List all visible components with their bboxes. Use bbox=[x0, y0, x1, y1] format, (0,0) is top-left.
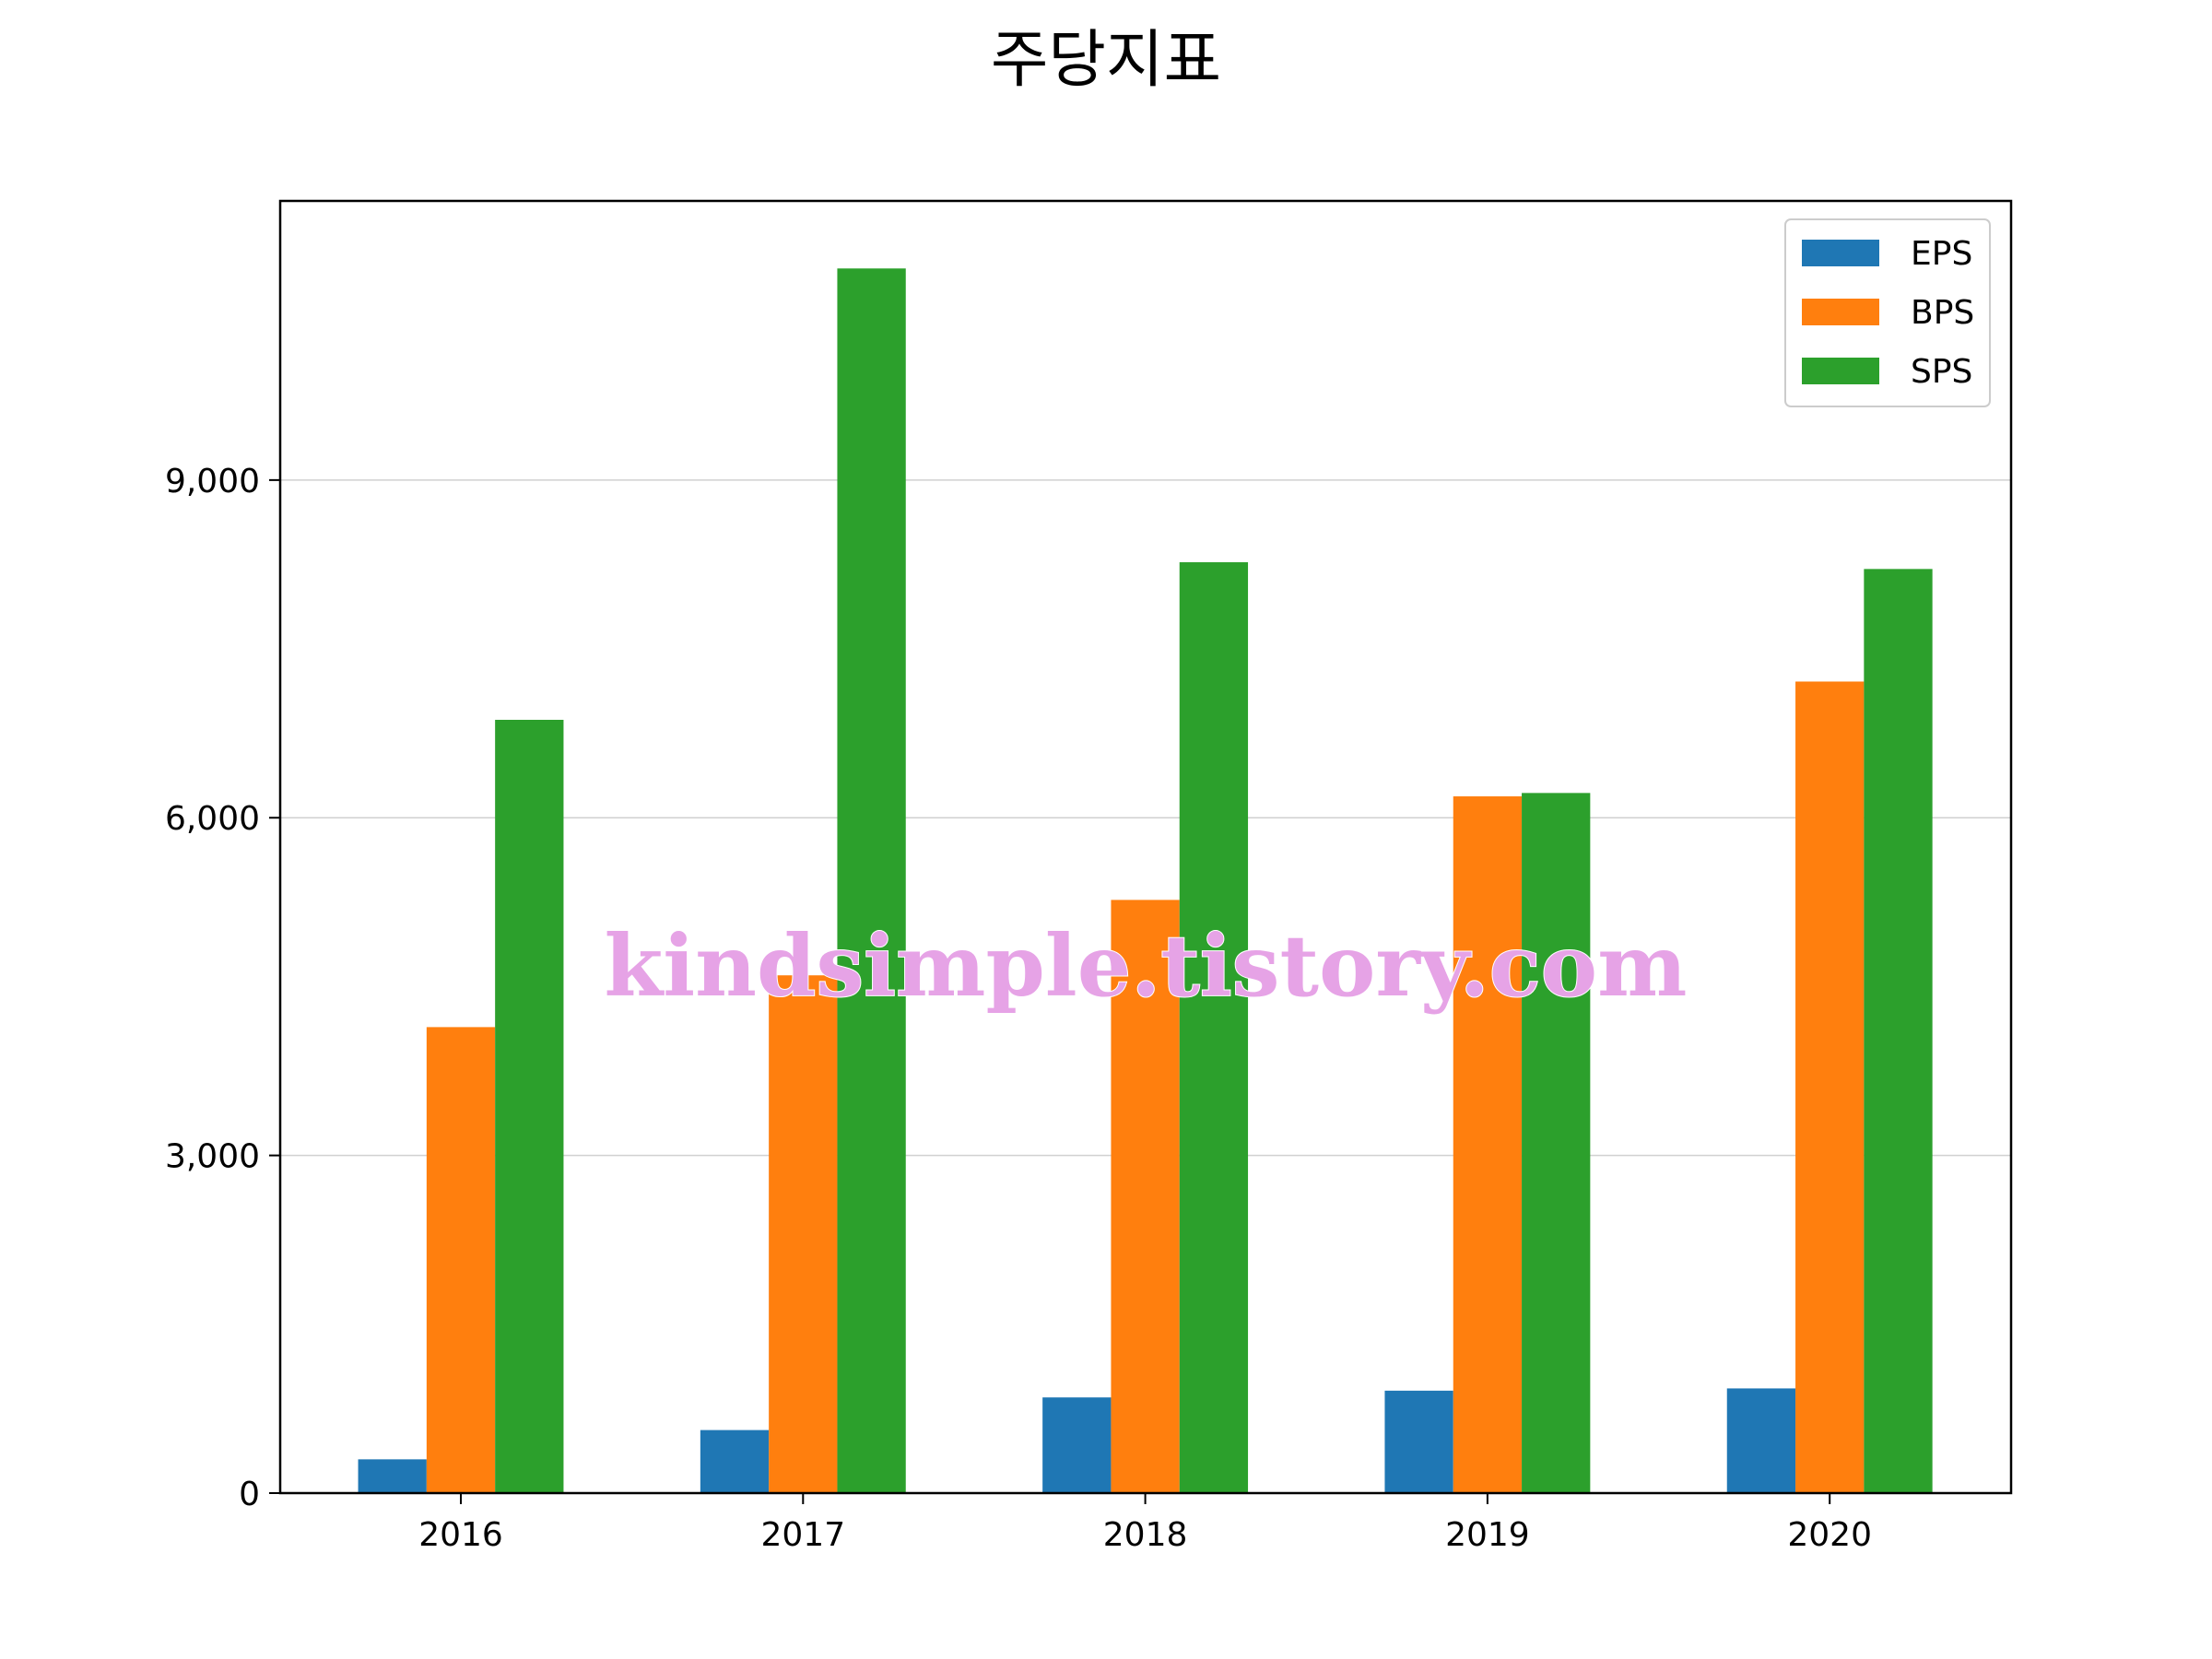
bar-eps-2018 bbox=[1042, 1397, 1112, 1493]
bar-eps-2017 bbox=[700, 1430, 770, 1493]
bars bbox=[358, 268, 1933, 1493]
x-tick-label-2019: 2019 bbox=[1445, 1516, 1530, 1554]
bar-bps-2016 bbox=[426, 1027, 496, 1493]
bar-bps-2018 bbox=[1111, 900, 1180, 1493]
x-tick-label-2017: 2017 bbox=[760, 1516, 845, 1554]
bar-sps-2018 bbox=[1179, 562, 1249, 1493]
y-tick-label-1: 3,000 bbox=[165, 1138, 260, 1176]
x-tick-label-2016: 2016 bbox=[418, 1516, 503, 1554]
bar-sps-2019 bbox=[1522, 793, 1591, 1493]
bar-eps-2016 bbox=[358, 1459, 427, 1493]
legend-label-sps: SPS bbox=[1911, 353, 1972, 391]
bar-sps-2017 bbox=[837, 268, 906, 1493]
x-tick-label-2020: 2020 bbox=[1787, 1516, 1872, 1554]
legend-swatch-bps bbox=[1802, 299, 1879, 325]
legend-swatch-sps bbox=[1802, 358, 1879, 384]
bar-sps-2020 bbox=[1864, 569, 1933, 1493]
y-tick-label-3: 9,000 bbox=[165, 463, 260, 500]
legend: EPS BPS SPS bbox=[1784, 218, 1991, 407]
y-tick-label-0: 0 bbox=[239, 1476, 260, 1513]
bar-bps-2017 bbox=[769, 975, 838, 1493]
y-axis: 0 3,000 6,000 9,000 bbox=[165, 463, 280, 1513]
x-axis: 2016 2017 2018 2019 2020 bbox=[418, 1493, 1872, 1554]
bar-eps-2019 bbox=[1384, 1390, 1453, 1493]
x-tick-label-2018: 2018 bbox=[1103, 1516, 1188, 1554]
y-tick-label-2: 6,000 bbox=[165, 800, 260, 838]
bar-bps-2020 bbox=[1795, 681, 1865, 1493]
legend-swatch-eps bbox=[1802, 240, 1879, 266]
bar-eps-2020 bbox=[1726, 1388, 1796, 1493]
legend-label-eps: EPS bbox=[1911, 235, 1972, 273]
chart-title: 주당지표 bbox=[991, 24, 1221, 97]
watermark-text: kindsimple.tistory.com bbox=[604, 916, 1687, 1016]
legend-label-bps: BPS bbox=[1911, 294, 1974, 332]
bar-sps-2016 bbox=[495, 719, 564, 1493]
bar-bps-2019 bbox=[1453, 796, 1523, 1493]
